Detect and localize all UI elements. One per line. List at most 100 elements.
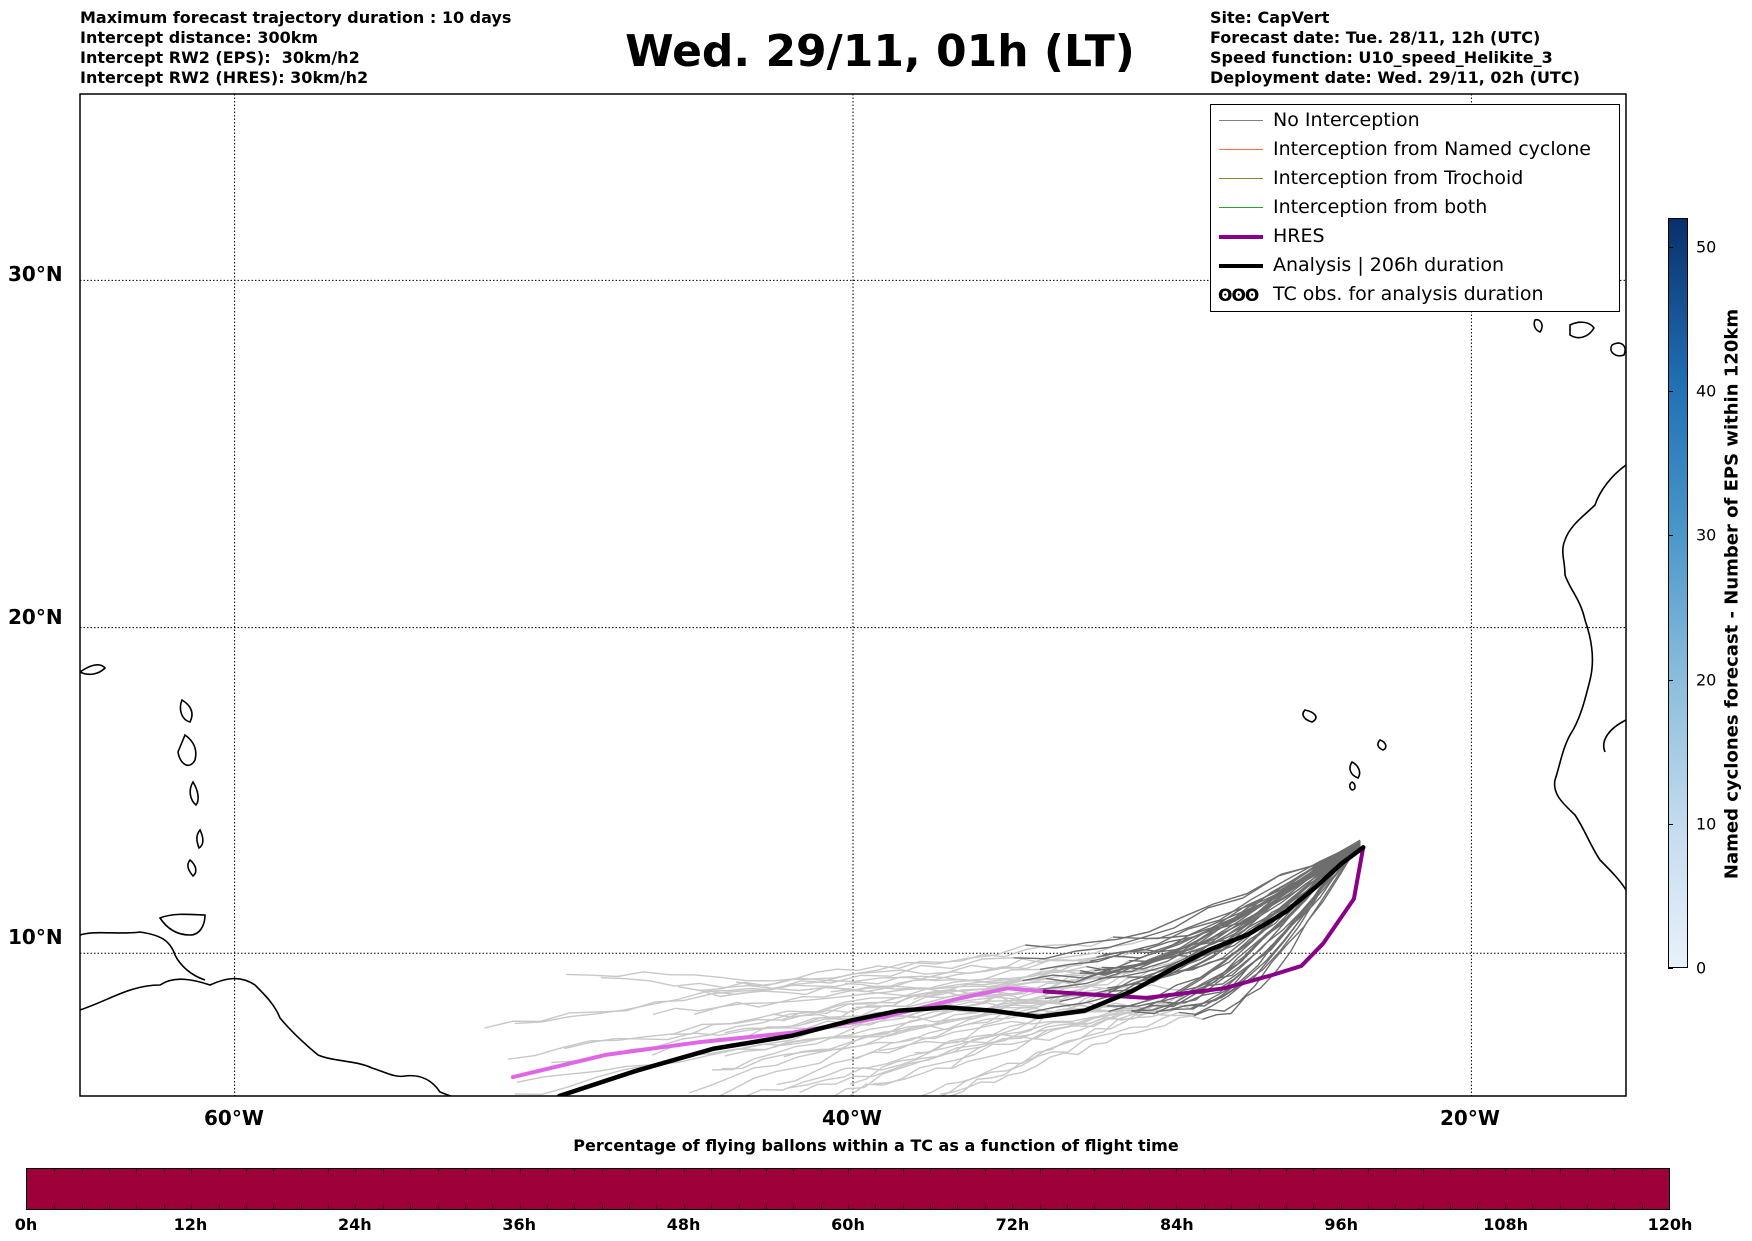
colorbar-tick: [1614, 1204, 1616, 1209]
colorbar-tick: [1586, 1169, 1588, 1174]
colorbar-tick: [54, 1204, 56, 1209]
colorbar-tick: [930, 1204, 932, 1209]
colorbar-tick: [218, 1204, 220, 1209]
header-right-line: Deployment date: Wed. 29/11, 02h (UTC): [1210, 68, 1580, 87]
colorbar-tick: [1504, 1169, 1506, 1174]
colorbar-tick: [1258, 1204, 1260, 1209]
trajectory-line: [1039, 841, 1361, 971]
colorbar-tick: [1094, 1204, 1096, 1209]
colorbar-tick: [464, 1204, 466, 1209]
colorbar-tick: [629, 1204, 631, 1209]
colorbar-tick: [656, 1204, 658, 1209]
colorbar-tick: [601, 1169, 603, 1174]
legend-item-tc-obs: ʘʘʘ TC obs. for analysis duration: [1211, 281, 1619, 310]
trajectory-line: [919, 1011, 1180, 1096]
colorbar-tick: [1176, 1169, 1178, 1174]
legend-label: HRES: [1273, 225, 1325, 247]
coastline-west-africa-bay: [1603, 719, 1626, 753]
right-colorbar-title: Named cyclones forecast - Number of EPS …: [1721, 308, 1743, 880]
bottom-colorbar-tick-label: 84h: [1159, 1215, 1194, 1234]
trajectory-line: [849, 959, 1159, 1085]
colorbar-tick: [1559, 1204, 1561, 1209]
colorbar-tick: [410, 1204, 412, 1209]
colorbar-tick: [1422, 1169, 1424, 1174]
trajectory-line: [873, 1002, 1168, 1085]
legend-item-analysis: Analysis | 206h duration: [1211, 252, 1619, 281]
trajectory-line: [1139, 847, 1361, 953]
colorbar-tick: [738, 1169, 740, 1174]
header-right-line: Forecast date: Tue. 28/11, 12h (UTC): [1210, 28, 1541, 47]
colorbar-tick: [245, 1169, 247, 1174]
header-left-line: Intercept RW2 (EPS): 30km/h2: [80, 48, 360, 67]
colorbar-tick: [492, 1169, 494, 1174]
colorbar-tick: [136, 1169, 138, 1174]
colorbar-tick: [546, 1169, 548, 1174]
colorbar-tick: [54, 1169, 56, 1174]
colorbar-tick: [683, 1169, 685, 1174]
lon-label-40w: 40°W: [822, 1106, 882, 1130]
colorbar-tick: [1039, 1204, 1041, 1209]
colorbar-tick: [1094, 1169, 1096, 1174]
colorbar-tick: [355, 1204, 357, 1209]
header-right-line: Speed function: U10_speed_Helikite_3: [1210, 48, 1553, 67]
colorbar-tick: [300, 1169, 302, 1174]
colorbar-tick: [875, 1204, 877, 1209]
trajectory-line: [735, 936, 1114, 987]
legend-label: Interception from Named cyclone: [1273, 138, 1591, 160]
trajectory-line: [1190, 845, 1361, 1010]
trajectory-line: [689, 970, 1095, 1094]
colorbar-tick: [765, 1169, 767, 1174]
legend: No Interception Interception from Named …: [1210, 104, 1620, 312]
colorbar-tick: [1641, 1204, 1643, 1209]
bottom-colorbar-tick-label: 36h: [502, 1215, 537, 1234]
coastline: [80, 318, 1626, 1096]
colorbar-tick: [1367, 1169, 1369, 1174]
colorbar-tick: [848, 1204, 849, 1209]
header-left-line: Intercept distance: 300km: [80, 28, 319, 47]
trajectory-line: [1013, 842, 1361, 960]
right-colorbar-tick-label: 40: [1696, 381, 1717, 401]
colorbar-tick: [163, 1204, 165, 1209]
trajectory-line: [484, 957, 1014, 1029]
coastline-west-africa: [1553, 464, 1626, 891]
colorbar-tick: [109, 1204, 111, 1209]
trajectory-line: [799, 1008, 1139, 1094]
colorbar-tick: [574, 1169, 576, 1174]
colorbar-tick: [820, 1204, 822, 1209]
right-colorbar-tick: [1668, 968, 1673, 969]
colorbar-tick: [848, 1169, 849, 1174]
colorbar-tick: [1285, 1169, 1287, 1174]
colorbar-tick: [601, 1204, 603, 1209]
legend-label: Analysis | 206h duration: [1273, 254, 1505, 276]
page-title: Wed. 29/11, 01h (LT): [625, 26, 1135, 77]
coastline-lesser-antilles-1: [177, 733, 197, 767]
colorbar-tick: [1012, 1204, 1014, 1209]
legend-item-trochoid: Interception from Trochoid: [1211, 165, 1619, 194]
bottom-colorbar-tick-label: 48h: [666, 1215, 701, 1234]
colorbar-tick: [1313, 1204, 1315, 1209]
trajectory-line: [724, 990, 1109, 1057]
lon-label-60w: 60°W: [204, 1106, 264, 1130]
colorbar-tick: [656, 1169, 658, 1174]
legend-swatch: [1219, 149, 1263, 150]
trajectory-line: [717, 973, 1095, 1096]
colorbar-tick: [875, 1169, 877, 1174]
colorbar-tick: [1559, 1169, 1561, 1174]
colorbar-tick: [410, 1169, 412, 1174]
colorbar-tick: [1340, 1169, 1342, 1174]
lat-label-10: 10°N: [8, 925, 63, 949]
legend-swatch: [1219, 120, 1263, 121]
trajectory-line: [832, 978, 1143, 1096]
colorbar-tick: [191, 1169, 193, 1174]
colorbar-tick: [1285, 1204, 1287, 1209]
bottom-colorbar-tick-label: 96h: [1324, 1215, 1359, 1234]
trajectory-line: [514, 944, 1026, 1025]
bottom-colorbar-tick-label: 120h: [1647, 1215, 1693, 1234]
legend-swatch: [1219, 264, 1263, 268]
colorbar-tick: [629, 1169, 631, 1174]
trajectory-line: [1025, 844, 1361, 949]
colorbar-tick: [574, 1204, 576, 1209]
colorbar-tick: [930, 1169, 932, 1174]
header-right-line: Site: CapVert: [1210, 8, 1330, 27]
